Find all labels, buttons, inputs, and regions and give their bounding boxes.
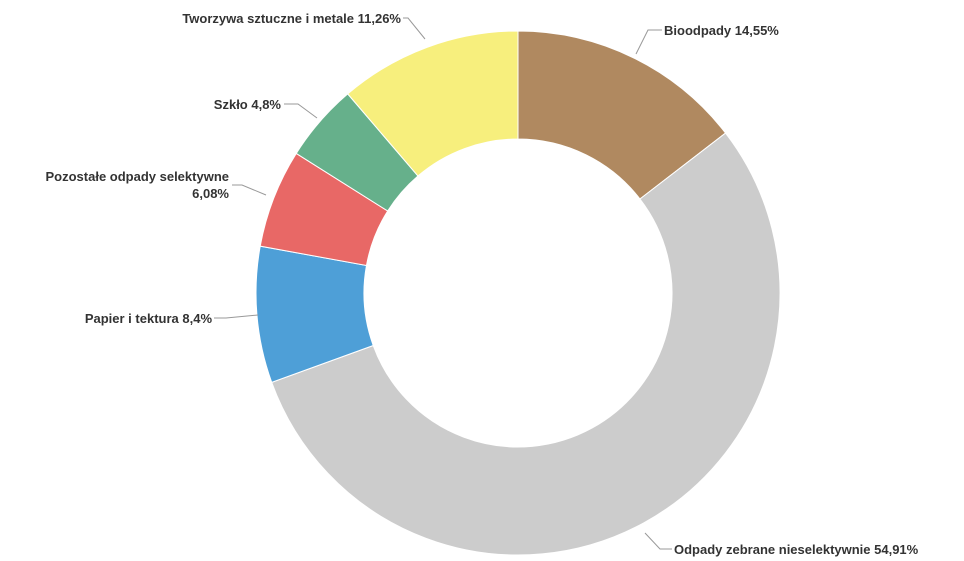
leader-lines-layer [214,17,672,550]
slice-tworzywa-sztuczne-i-metale[interactable] [347,30,519,177]
data-label-szklo: Szkło 4,8% [214,97,282,112]
leader-line-tworzywa-sztuczne-i-metale [403,17,426,40]
data-label-odpady-zebrane-nieselektywnie: Odpady zebrane nieselektywnie 54,91% [674,542,919,557]
leader-line-odpady-zebrane-nieselektywnie [644,532,672,550]
data-label-line: Pozostałe odpady selektywne [45,169,229,184]
data-label-pozostale-odpady-selektywne: Pozostałe odpady selektywne 6,08% [45,169,229,201]
data-label-tworzywa-sztuczne-i-metale: Tworzywa sztuczne i metale 11,26% [182,11,401,26]
slice-odpady-zebrane-nieselektywnie[interactable] [271,132,781,556]
data-label-bioodpady: Bioodpady 14,55% [664,23,779,38]
leader-line-bioodpady [635,29,662,55]
data-label-line: 6,08% [192,186,229,201]
leader-line-papier-i-tektura [214,314,259,319]
data-label-papier-i-tektura: Papier i tektura 8,4% [85,311,213,326]
slices-layer [255,30,781,556]
leader-line-szklo [284,103,318,119]
leader-line-pozostale-odpady-selektywne [232,184,267,196]
data-labels-layer: Bioodpady 14,55% Odpady zebrane nieselekt… [45,11,918,557]
